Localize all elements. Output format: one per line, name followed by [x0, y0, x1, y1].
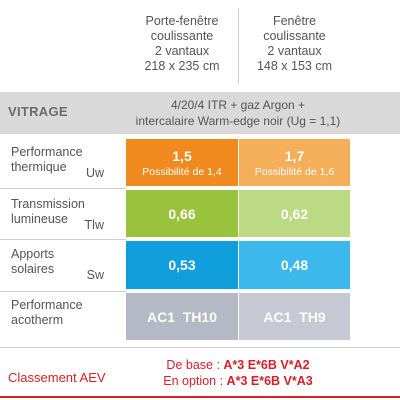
column-header-line: coulissante	[263, 29, 326, 43]
cell-lumineuse-fenetre: 0,62	[239, 190, 350, 237]
row-label-line: Performance	[11, 298, 83, 312]
cell-value: 1,5	[172, 147, 192, 164]
cell-solaires-porte-fenetre: 0,53	[126, 241, 238, 289]
column-header-line: Fenêtre	[272, 14, 317, 28]
row-label-acotherm: Performance acotherm	[0, 298, 126, 334]
vitrage-value-line: intercalaire Warm-edge noir (Ug = 1,1)	[135, 114, 341, 128]
cell-thermique-fenetre: 1,7 Possibilité de 1,6	[239, 139, 350, 186]
aev-option-prefix: En option :	[163, 374, 227, 388]
cell-value: AC1 TH10	[146, 308, 218, 325]
row-symbol: Sw	[86, 268, 104, 282]
aev-divider	[0, 347, 400, 348]
cell-acotherm-fenetre: AC1 TH9	[239, 293, 350, 340]
row-label-line: acotherm	[11, 313, 64, 327]
aev-base-value: A*3 E*6B V*A2	[223, 358, 310, 372]
row-label-line: solaires	[11, 262, 55, 276]
column-header-line: Porte-fenêtre	[145, 14, 219, 28]
row-label-lumineuse: Transmission lumineuse Tlw	[0, 197, 126, 233]
cell-value: 0,62	[280, 205, 309, 222]
row-divider	[0, 291, 126, 292]
column-header-line: 2 vantaux	[154, 44, 210, 58]
row-label-solaires: Apports solaires Sw	[0, 247, 126, 283]
column-header-porte-fenetre: Porte-fenêtre coulissante 2 vantaux 218 …	[126, 8, 238, 84]
cell-subvalue: Possibilité de 1,4	[142, 165, 222, 178]
cell-solaires-fenetre: 0,48	[239, 241, 350, 289]
aev-bottom-rule	[0, 396, 400, 398]
column-header-dimensions: 148 x 153 cm	[256, 59, 333, 73]
aev-label: Classement AEV	[8, 370, 106, 385]
cell-value: 0,66	[168, 205, 196, 222]
cell-value: 1,7	[284, 147, 305, 164]
cell-value: AC1 TH9	[263, 308, 326, 325]
cell-acotherm-porte-fenetre: AC1 TH10	[126, 293, 238, 340]
column-header-line: 2 vantaux	[267, 44, 322, 58]
aev-base-prefix: De base :	[166, 358, 224, 372]
aev-option-line: En option : A*3 E*6B V*A3	[126, 373, 350, 389]
row-label-line: Apports	[11, 247, 55, 261]
row-symbol: Tlw	[84, 218, 104, 232]
row-label-line: Performance	[11, 145, 83, 159]
row-symbol: Uw	[85, 166, 104, 180]
column-header-fenetre: Fenêtre coulissante 2 vantaux 148 x 153 …	[238, 8, 350, 84]
cell-thermique-porte-fenetre: 1,5 Possibilité de 1,4	[126, 139, 238, 186]
row-label-thermique: Performance thermique Uw	[0, 145, 126, 181]
row-divider	[0, 239, 126, 240]
aev-base-line: De base : A*3 E*6B V*A2	[126, 357, 350, 373]
row-divider	[0, 188, 126, 189]
aev-value: De base : A*3 E*6B V*A2 En option : A*3 …	[126, 357, 350, 389]
vitrage-value-line: 4/20/4 ITR + gaz Argon +	[170, 98, 306, 112]
cell-lumineuse-porte-fenetre: 0,66	[126, 190, 238, 237]
row-label-line: lumineuse	[11, 212, 68, 226]
vitrage-row: VITRAGE 4/20/4 ITR + gaz Argon + interca…	[0, 92, 400, 134]
row-label-line: thermique	[11, 160, 67, 174]
column-header-dimensions: 218 x 235 cm	[144, 59, 220, 73]
cell-subvalue: Possibilité de 1,6	[254, 165, 335, 178]
column-header-line: coulissante	[150, 29, 214, 43]
cell-value: 0,53	[168, 257, 196, 273]
vitrage-value: 4/20/4 ITR + gaz Argon + intercalaire Wa…	[126, 97, 350, 129]
vitrage-label: VITRAGE	[8, 104, 68, 119]
cell-value: 0,48	[280, 257, 309, 273]
aev-option-value: A*3 E*6B V*A3	[226, 374, 313, 388]
row-label-line: Transmission	[11, 197, 85, 211]
